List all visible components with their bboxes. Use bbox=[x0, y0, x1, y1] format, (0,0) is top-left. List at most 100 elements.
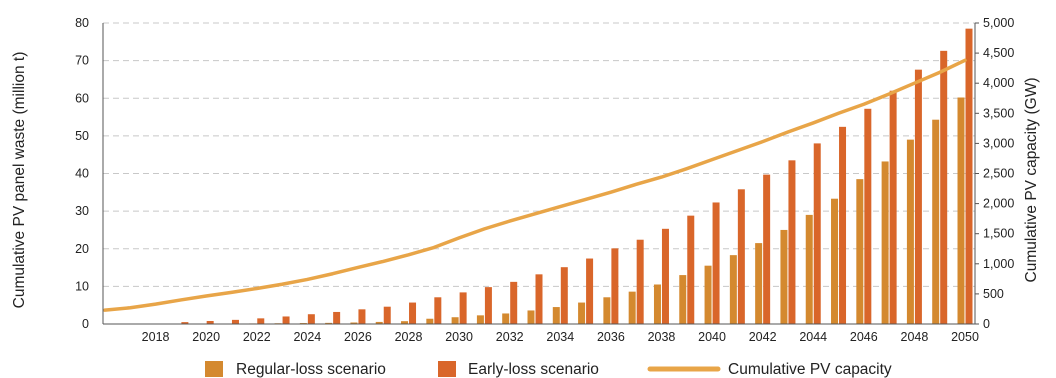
bar-regular-loss bbox=[780, 229, 788, 324]
bar-early-loss bbox=[358, 309, 366, 324]
right-tick-label: 1,500 bbox=[983, 227, 1014, 241]
x-tick-label: 2046 bbox=[850, 330, 878, 344]
right-axis-ticks: 0 500 1,000 1,500 2,000 2,500 3,000 3,500 4,000 4… bbox=[975, 16, 1014, 331]
bar-early-loss bbox=[940, 50, 948, 324]
x-tick-label: 2040 bbox=[698, 330, 726, 344]
bar-regular-loss bbox=[578, 302, 586, 324]
bar-regular-loss bbox=[325, 322, 333, 324]
bar-early-loss bbox=[231, 319, 239, 324]
legend: Regular-loss scenario Early-loss scenari… bbox=[205, 361, 892, 378]
bar-regular-loss bbox=[350, 322, 358, 324]
bar-early-loss bbox=[611, 248, 619, 324]
bar-early-loss bbox=[813, 143, 821, 324]
bar-early-loss bbox=[434, 297, 442, 324]
bar-regular-loss bbox=[653, 284, 661, 324]
right-tick-label: 3,500 bbox=[983, 106, 1014, 120]
x-axis-ticks: 2018 2020 2022 2024 2026 2028 2030 2032 2034 2036… bbox=[142, 330, 979, 344]
bar-regular-loss bbox=[426, 318, 434, 324]
right-tick-label: 2,500 bbox=[983, 167, 1014, 181]
left-tick-label: 80 bbox=[75, 16, 89, 30]
bar-early-loss bbox=[307, 314, 315, 324]
x-tick-label: 2030 bbox=[445, 330, 473, 344]
legend-swatch-regular-loss bbox=[205, 361, 223, 377]
bar-early-loss bbox=[687, 215, 695, 324]
left-tick-label: 70 bbox=[75, 54, 89, 68]
bar-early-loss bbox=[484, 287, 492, 324]
left-tick-label: 10 bbox=[75, 279, 89, 293]
bar-early-loss bbox=[333, 311, 341, 324]
gridlines bbox=[103, 22, 975, 287]
left-tick-label: 60 bbox=[75, 91, 89, 105]
legend-swatch-early-loss bbox=[438, 361, 456, 377]
bar-regular-loss bbox=[957, 97, 965, 324]
x-tick-label: 2020 bbox=[192, 330, 220, 344]
bar-early-loss bbox=[914, 69, 922, 324]
x-tick-label: 2032 bbox=[496, 330, 524, 344]
bar-regular-loss bbox=[704, 265, 712, 324]
bar-regular-loss bbox=[679, 275, 687, 324]
bar-early-loss bbox=[535, 274, 543, 324]
left-tick-label: 0 bbox=[82, 317, 89, 331]
x-tick-label: 2024 bbox=[293, 330, 321, 344]
bar-regular-loss bbox=[906, 139, 914, 324]
right-tick-label: 4,500 bbox=[983, 46, 1014, 60]
right-axis-title: Cumulative PV capacity (GW) bbox=[1023, 78, 1040, 283]
bar-early-loss bbox=[560, 267, 568, 324]
x-tick-label: 2036 bbox=[597, 330, 625, 344]
bar-early-loss bbox=[409, 302, 417, 324]
right-tick-label: 0 bbox=[983, 317, 990, 331]
bar-regular-loss bbox=[451, 317, 459, 324]
legend-label-capacity: Cumulative PV capacity bbox=[728, 361, 892, 378]
right-tick-label: 5,000 bbox=[983, 16, 1014, 30]
left-tick-label: 40 bbox=[75, 167, 89, 181]
left-axis-title: Cumulative PV panel waste (million t) bbox=[11, 52, 28, 309]
x-tick-label: 2038 bbox=[648, 330, 676, 344]
bar-early-loss bbox=[661, 228, 669, 324]
bar-early-loss bbox=[737, 189, 745, 324]
right-tick-label: 500 bbox=[983, 287, 1004, 301]
x-tick-label: 2018 bbox=[142, 330, 170, 344]
legend-label-regular-loss: Regular-loss scenario bbox=[236, 361, 386, 378]
capacity-line-layer bbox=[103, 58, 967, 312]
legend-label-early-loss: Early-loss scenario bbox=[468, 361, 599, 378]
bar-early-loss bbox=[839, 126, 847, 324]
bar-regular-loss bbox=[502, 313, 510, 324]
bar-regular-loss bbox=[375, 321, 383, 324]
x-tick-label: 2048 bbox=[901, 330, 929, 344]
bar-regular-loss bbox=[552, 307, 560, 324]
bar-early-loss bbox=[788, 160, 796, 324]
bar-early-loss bbox=[282, 316, 290, 324]
right-tick-label: 4,000 bbox=[983, 76, 1014, 90]
bar-regular-loss bbox=[805, 214, 813, 324]
bars bbox=[173, 28, 973, 325]
bar-regular-loss bbox=[755, 243, 763, 324]
bar-regular-loss bbox=[527, 310, 535, 324]
bar-early-loss bbox=[636, 239, 644, 324]
x-tick-label: 2042 bbox=[749, 330, 777, 344]
bar-early-loss bbox=[889, 90, 897, 324]
x-tick-label: 2050 bbox=[951, 330, 979, 344]
capacity-line bbox=[103, 58, 967, 312]
bar-regular-loss bbox=[932, 119, 940, 324]
right-tick-label: 3,000 bbox=[983, 136, 1014, 150]
bar-early-loss bbox=[712, 202, 720, 324]
bar-early-loss bbox=[864, 108, 872, 324]
x-tick-label: 2044 bbox=[799, 330, 827, 344]
bar-early-loss bbox=[459, 292, 467, 324]
bar-regular-loss bbox=[856, 179, 864, 324]
left-tick-label: 50 bbox=[75, 129, 89, 143]
bar-regular-loss bbox=[729, 255, 737, 324]
bar-early-loss bbox=[206, 320, 214, 324]
bar-regular-loss bbox=[401, 321, 409, 324]
bar-regular-loss bbox=[628, 291, 636, 324]
x-tick-label: 2034 bbox=[546, 330, 574, 344]
bar-early-loss bbox=[383, 306, 391, 324]
x-tick-label: 2028 bbox=[395, 330, 423, 344]
left-axis-ticks: 0 10 20 30 40 50 60 70 80 bbox=[75, 16, 89, 331]
x-tick-label: 2026 bbox=[344, 330, 372, 344]
x-tick-label: 2022 bbox=[243, 330, 271, 344]
bar-regular-loss bbox=[881, 161, 889, 324]
bar-early-loss bbox=[965, 28, 973, 325]
bar-early-loss bbox=[510, 281, 518, 324]
